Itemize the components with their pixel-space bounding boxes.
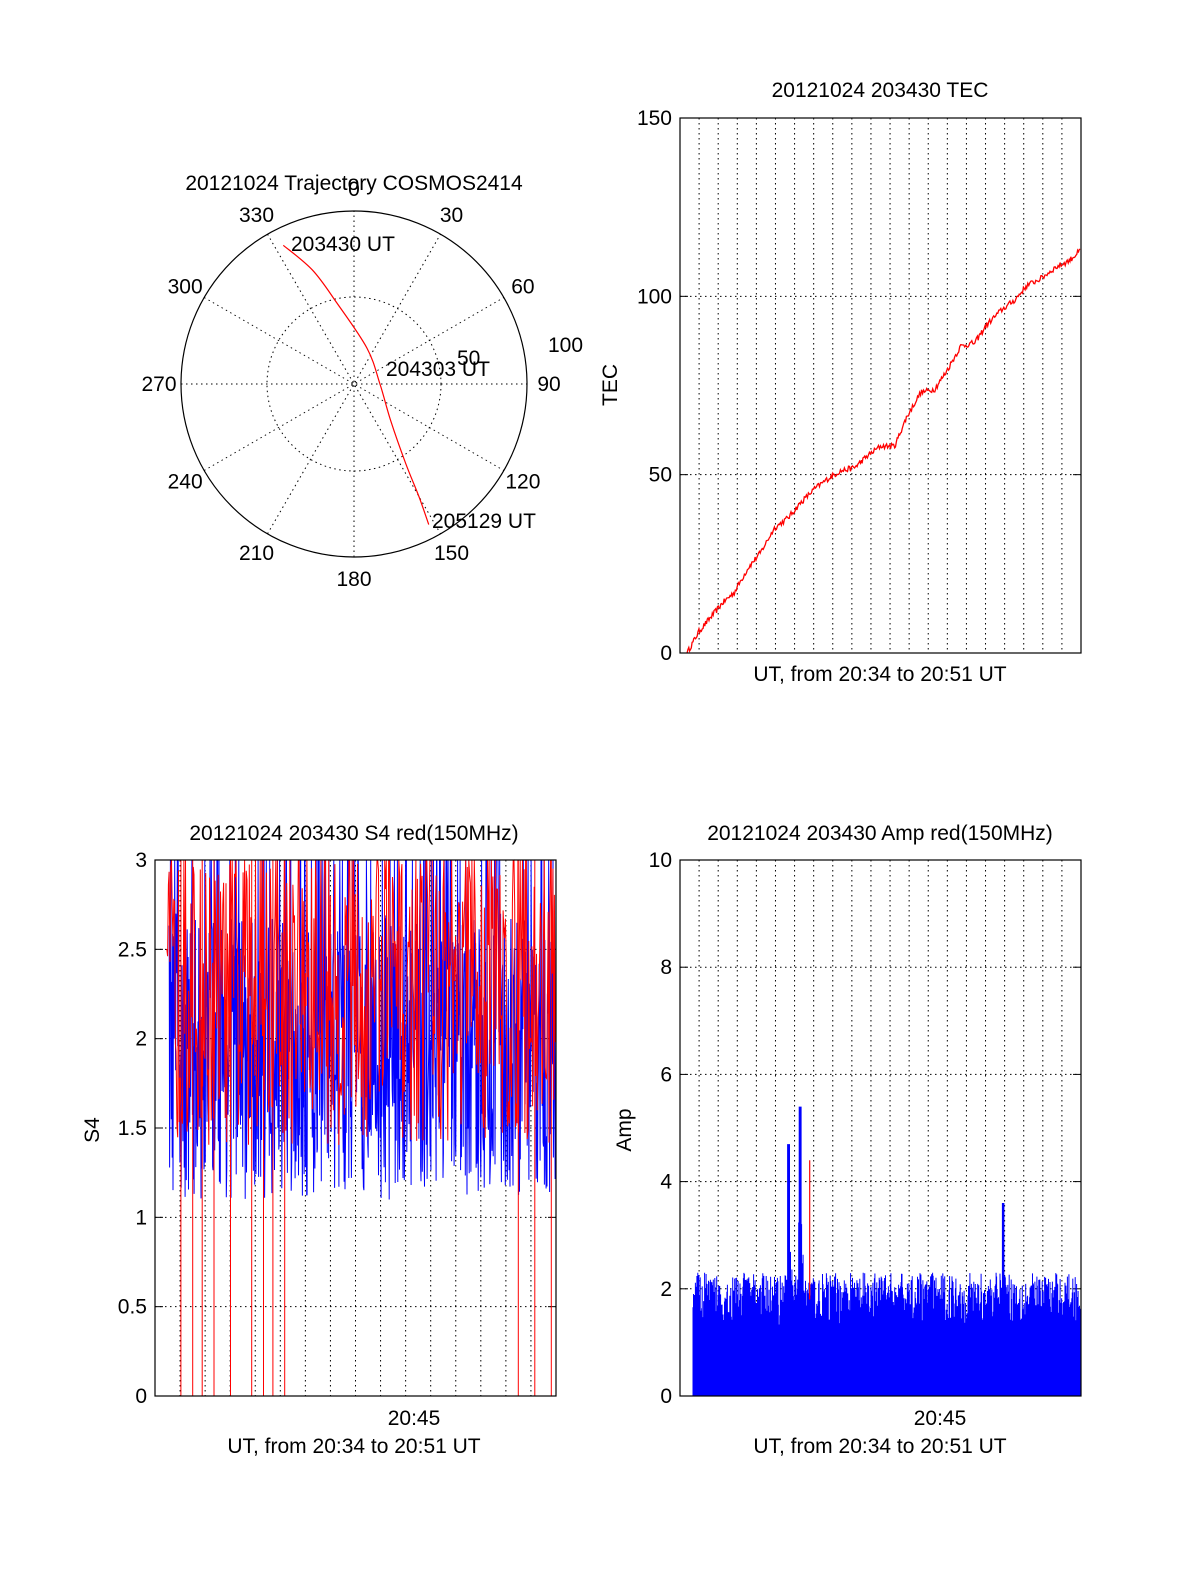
amp-blue-series — [692, 1106, 1082, 1396]
s4-panel: 20121024 203430 S4 red(150MHz) 0 0.5 1 1.5 2… — [81, 822, 557, 1458]
y-tick-label: 1.5 — [118, 1117, 147, 1140]
amp-x-tick-label: 20:45 — [914, 1407, 967, 1430]
y-tick-label: 2 — [135, 1028, 147, 1051]
y-tick-label: 100 — [637, 285, 672, 308]
tec-panel: 20121024 203430 TEC 0 50 100 150 UT, from 2… — [599, 79, 1082, 686]
polar-radius-label-50: 50 — [457, 347, 480, 370]
polar-spoke — [203, 297, 505, 471]
y-tick-label: 10 — [649, 849, 672, 872]
s4-red-series — [166, 859, 557, 1396]
polar-azimuth-label: 330 — [239, 204, 274, 227]
polar-radius-label-100: 100 — [548, 334, 583, 357]
amp-x-label: UT, from 20:34 to 20:51 UT — [753, 1435, 1006, 1458]
polar-panel: 20121024 Trajectory COSMOS2414 0 30 60 90 12… — [141, 172, 583, 591]
polar-end-label: 205129 UT — [432, 510, 536, 533]
polar-outer-circle — [180, 210, 528, 558]
polar-azimuth-label: 240 — [168, 471, 203, 494]
polar-azimuth-label: 30 — [440, 204, 463, 227]
polar-azimuth-label: 300 — [168, 276, 203, 299]
s4-title: 20121024 203430 S4 red(150MHz) — [189, 822, 518, 845]
amp-grid — [680, 860, 1081, 1396]
polar-azimuth-label: 90 — [537, 373, 560, 396]
y-tick-label: 150 — [637, 107, 672, 130]
tec-series-line — [686, 248, 1081, 654]
polar-spoke — [203, 297, 505, 471]
y-tick-label: 0 — [660, 1385, 672, 1408]
tec-y-label: TEC — [599, 364, 622, 406]
tec-grid — [680, 118, 1081, 653]
tec-plot-frame — [679, 117, 1082, 654]
polar-spoke — [267, 233, 441, 535]
polar-azimuth-label: 150 — [434, 542, 469, 565]
polar-grid — [181, 211, 527, 557]
polar-azimuth-label: 270 — [141, 373, 176, 396]
amp-panel: 20121024 203430 Amp red(150MHz) 0246810 … — [613, 822, 1082, 1458]
s4-y-ticks: 0 0.5 1 1.5 2 2.5 3 — [118, 849, 556, 1408]
polar-title: 20121024 Trajectory COSMOS2414 — [185, 172, 523, 195]
y-tick-label: 8 — [660, 956, 672, 979]
y-tick-label: 2.5 — [118, 938, 147, 961]
y-tick-label: 0 — [660, 642, 672, 665]
polar-spoke — [267, 233, 441, 535]
s4-x-label: UT, from 20:34 to 20:51 UT — [227, 1435, 480, 1458]
s4-y-label: S4 — [81, 1117, 104, 1143]
amp-y-ticks: 0 2 4 6 8 10 — [649, 849, 1081, 1408]
polar-azimuth-label: 0 — [348, 178, 360, 201]
polar-inner-circle — [266, 296, 442, 472]
tec-y-ticks: 0 50 100 150 — [637, 107, 1081, 665]
polar-azimuth-labels: 0 30 60 90 120 150 180 210 240 270 300 330 — [141, 178, 560, 591]
polar-start-label: 203430 UT — [291, 233, 395, 256]
polar-azimuth-label: 210 — [239, 542, 274, 565]
polar-trajectory-line — [282, 244, 430, 525]
polar-azimuth-label: 60 — [511, 276, 534, 299]
polar-azimuth-label: 180 — [336, 568, 371, 591]
s4-x-tick-label: 20:45 — [388, 1407, 441, 1430]
amp-title: 20121024 203430 Amp red(150MHz) — [707, 822, 1053, 845]
y-tick-label: 1 — [135, 1206, 147, 1229]
y-tick-label: 50 — [649, 464, 672, 487]
amp-y-label: Amp — [613, 1108, 636, 1151]
amp-plot-frame — [679, 859, 1082, 1397]
y-tick-label: 4 — [660, 1171, 672, 1194]
y-tick-label: 6 — [660, 1063, 672, 1086]
y-tick-label: 0 — [135, 1385, 147, 1408]
polar-mid-label: 204303 UT — [386, 358, 490, 381]
polar-azimuth-label: 120 — [505, 471, 540, 494]
tec-x-label: UT, from 20:34 to 20:51 UT — [753, 663, 1006, 686]
y-tick-label: 0.5 — [118, 1296, 147, 1319]
tec-title: 20121024 203430 TEC — [772, 79, 989, 102]
y-tick-label: 3 — [135, 849, 147, 872]
s4-plot-frame — [154, 859, 557, 1397]
y-tick-label: 2 — [660, 1278, 672, 1301]
